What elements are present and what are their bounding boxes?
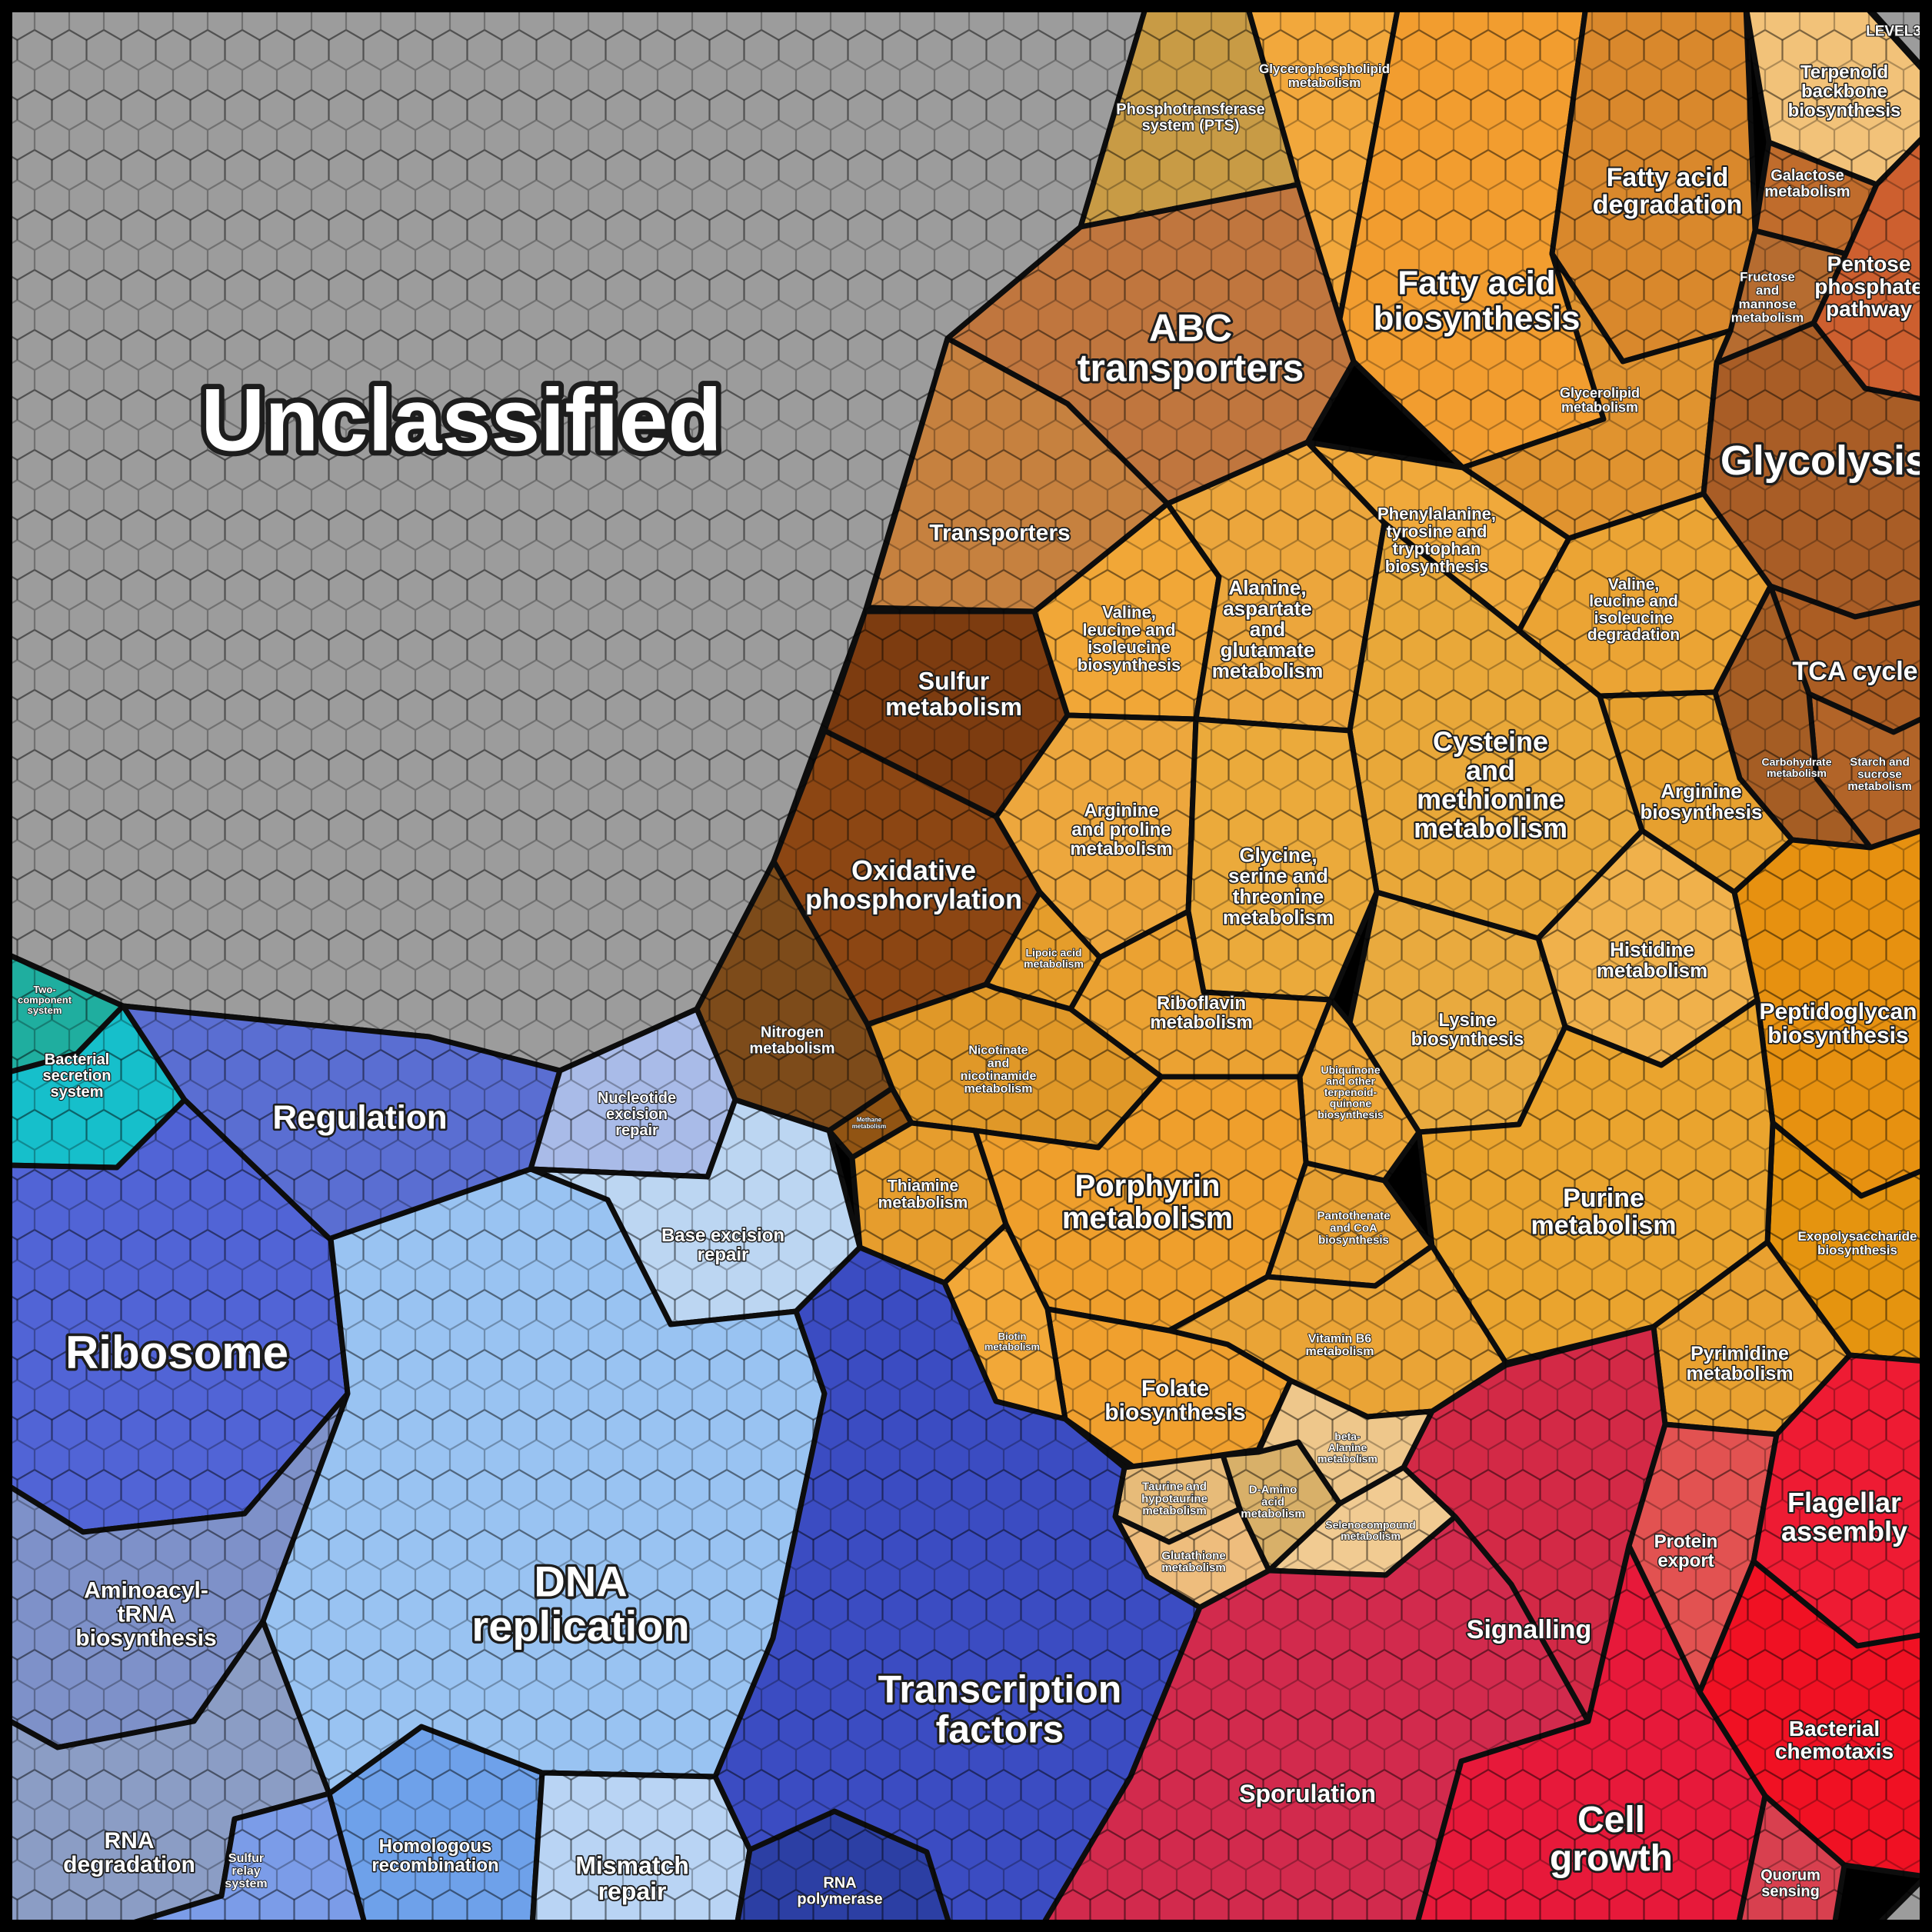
label-base-excision-repair: Base excision repair	[661, 1225, 784, 1265]
label-d-amino-acid-metabolism: D-Amino acid metabolism	[1241, 1484, 1304, 1521]
label-lysine-biosynthesis: Lysine biosynthesis	[1411, 1010, 1524, 1050]
label-fructose-and-mannose-metabolism: Fructose and mannose metabolism	[1731, 269, 1804, 325]
label-phosphotransferase-system: Phosphotransferase system (PTS)	[1116, 102, 1264, 135]
label-rna-degradation: RNA degradation	[63, 1828, 195, 1877]
label-pyrimidine-metabolism: Pyrimidine metabolism	[1687, 1343, 1794, 1384]
label-signalling: Signalling	[1467, 1615, 1591, 1644]
label-exopolysaccharide-biosynthesis: Exopolysaccharide biosynthesis	[1798, 1229, 1917, 1257]
label-phenylalanine-tyrosine-tryptophan-biosynthesis: Phenylalanine, tyrosine and tryptophan bios…	[1377, 504, 1496, 576]
label-ubiquinone-terpenoid-quinone-biosynthesis: Ubiquinone and other terpenoid-quinone bios…	[1317, 1064, 1384, 1121]
label-transporters: Transporters	[929, 521, 1070, 546]
label-glycolysis: Glycolysis	[1720, 438, 1928, 484]
label-biotin-metabolism: Biotin metabolism	[984, 1331, 1040, 1353]
label-valine-leucine-isoleucine-biosynthesis: Valine, leucine and isoleucine biosynthesis	[1078, 602, 1181, 675]
label-galactose-metabolism: Galactose metabolism	[1764, 168, 1850, 201]
label-carbohydrate-metabolism: Carbohydrate metabolism	[1761, 756, 1831, 780]
label-bacterial-secretion-system: Bacterial secretion system	[43, 1051, 112, 1101]
label-porphyrin-metabolism: Porphyrin metabolism	[1062, 1169, 1233, 1235]
label-starch-and-sucrose-metabolism: Starch and sucrose metabolism	[1847, 756, 1911, 793]
label-glycerophospholipid-metabolism: Glycerophospholipid metabolism	[1259, 62, 1390, 90]
label-thiamine-metabolism: Thiamine metabolism	[878, 1177, 968, 1211]
label-taurine-and-hypotaurine-metabolism: Taurine and hypotaurine metabolism	[1141, 1481, 1208, 1517]
label-fatty-acid-biosynthesis: Fatty acid biosynthesis	[1374, 265, 1581, 338]
label-aminoacyl-trna-biosynthesis: Aminoacyl-tRNA biosynthesis	[75, 1577, 216, 1651]
label-cysteine-and-methionine-metabolism: Cysteine and methionine metabolism	[1414, 725, 1567, 843]
label-regulation: Regulation	[272, 1098, 447, 1136]
label-pentose-phosphate-pathway: Pentose phosphate pathway	[1814, 252, 1924, 321]
label-vitamin-b6-metabolism: Vitamin B6 metabolism	[1306, 1332, 1374, 1358]
label-dna-replication: DNA replication	[471, 1557, 689, 1650]
label-valine-leucine-isoleucine-degradation: Valine, leucine and isoleucine degradation	[1587, 576, 1680, 645]
label-transcription-factors: Transcription factors	[878, 1668, 1122, 1751]
label-protein-export: Protein export	[1654, 1531, 1718, 1571]
label-beta-alanine-metabolism: beta-Alanine metabolism	[1317, 1430, 1377, 1464]
label-abc-transporters: ABC transporters	[1078, 307, 1304, 390]
label-ribosome: Ribosome	[65, 1327, 288, 1378]
label-unclassified: Unclassified	[201, 371, 721, 469]
label-alanine-aspartate-glutamate-metabolism: Alanine, aspartate and glutamate metabolism	[1212, 576, 1324, 682]
label-sporulation: Sporulation	[1239, 1780, 1376, 1807]
label-glutathione-metabolism: Glutathione metabolism	[1161, 1549, 1225, 1574]
label-methane-metabolism: Methane metabolism	[852, 1117, 886, 1130]
label-peptidoglycan-biosynthesis: Peptidoglycan biosynthesis	[1759, 999, 1917, 1048]
label-homologous-recombination: Homologous recombination	[371, 1836, 498, 1876]
label-histidine-metabolism: Histidine metabolism	[1597, 938, 1708, 982]
label-glycerolipid-metabolism: Glycerolipid metabolism	[1560, 385, 1640, 415]
label-arginine-biosynthesis: Arginine biosynthesis	[1641, 780, 1763, 824]
label-glycine-serine-threonine-metabolism: Glycine, serine and threonine metabolism	[1223, 844, 1334, 929]
label-flagellar-assembly: Flagellar assembly	[1781, 1487, 1907, 1547]
label-terpenoid-backbone-biosynthesis: Terpenoid backbone biosynthesis	[1788, 62, 1901, 121]
label-nicotinate-and-nicotinamide-metabolism: Nicotinate and nicotinamide metabolism	[961, 1044, 1037, 1096]
label-fatty-acid-degradation: Fatty acid degradation	[1593, 163, 1743, 219]
label-rna-polymerase: RNA polymerase	[797, 1875, 882, 1908]
label-bacterial-chemotaxis: Bacterial chemotaxis	[1775, 1717, 1894, 1763]
label-quorum-sensing: Quorum sensing	[1760, 1867, 1820, 1900]
label-arginine-and-proline-metabolism: Arginine and proline metabolism	[1070, 800, 1172, 859]
label-folate-biosynthesis: Folate biosynthesis	[1104, 1376, 1245, 1425]
label-two-component-system: Two-component system	[18, 984, 72, 1016]
label-tca-cycle: TCA cycle	[1792, 657, 1917, 686]
label-sulfur-relay-system: Sulfur relay system	[225, 1852, 267, 1890]
label-pantothenate-and-coa-biosynthesis: Pantothenate and CoA biosynthesis	[1317, 1210, 1390, 1247]
labels-layer: Unclassified LEVEL3 Phosphotransferase syst…	[17, 23, 1930, 1909]
label-nitrogen-metabolism: Nitrogen metabolism	[749, 1024, 834, 1058]
label-mismatch-repair: Mismatch repair	[575, 1852, 689, 1905]
label-level3-badge: LEVEL3	[1866, 24, 1921, 40]
label-purine-metabolism: Purine metabolism	[1531, 1184, 1677, 1240]
label-selenocompound-metabolism: Selenocompound metabolism	[1325, 1519, 1415, 1543]
label-nucleotide-excision-repair: Nucleotide excision repair	[598, 1090, 676, 1139]
label-riboflavin-metabolism: Riboflavin metabolism	[1150, 993, 1252, 1033]
label-oxidative-phosphorylation: Oxidative phosphorylation	[805, 854, 1022, 914]
label-cell-growth: Cell growth	[1550, 1800, 1673, 1879]
label-lipoic-acid-metabolism: Lipoic acid metabolism	[1024, 947, 1084, 971]
label-sulfur-metabolism: Sulfur metabolism	[885, 668, 1022, 721]
